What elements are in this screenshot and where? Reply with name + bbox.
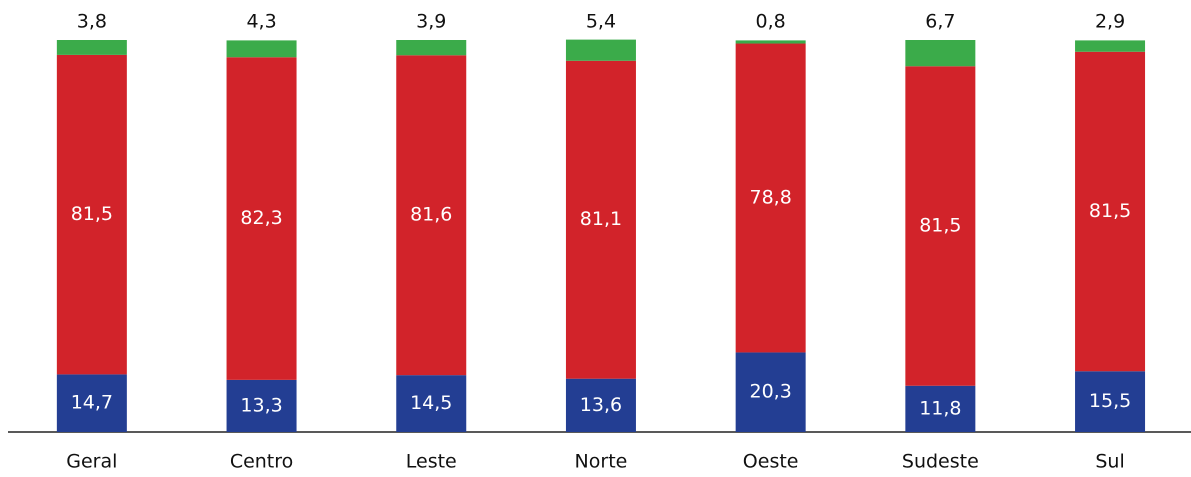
bar-segment [1075, 371, 1146, 432]
x-tick-label: Geral [66, 451, 117, 473]
bar-segment [905, 66, 976, 386]
bar-segment [396, 375, 467, 432]
bar-segment [735, 43, 806, 353]
value-label: 13,6 [580, 394, 622, 416]
value-label: 81,5 [919, 215, 961, 237]
value-label: 14,7 [71, 392, 113, 414]
value-label: 4,3 [246, 11, 276, 33]
value-label: 3,9 [416, 11, 446, 33]
value-label: 0,8 [756, 11, 786, 33]
bar-segment [565, 60, 636, 379]
x-tick-label: Norte [575, 451, 628, 473]
value-label: 13,3 [240, 394, 282, 416]
value-label: 11,8 [919, 397, 961, 419]
value-label: 82,3 [240, 207, 282, 229]
value-label: 81,1 [580, 208, 622, 230]
value-label: 78,8 [749, 186, 791, 208]
bar-segment [56, 40, 127, 55]
value-label: 5,4 [586, 11, 616, 33]
bar-segment [735, 352, 806, 432]
value-label: 15,5 [1089, 390, 1131, 412]
value-label: 2,9 [1095, 11, 1125, 33]
bar-segment [905, 40, 976, 67]
bar-segment [56, 54, 127, 375]
bar-segment [905, 385, 976, 432]
value-label: 81,6 [410, 204, 452, 226]
bar-segment [1075, 51, 1146, 372]
x-tick-label: Centro [230, 451, 293, 473]
value-label: 81,5 [71, 203, 113, 225]
bar-segment [1075, 40, 1146, 52]
value-label: 20,3 [749, 381, 791, 403]
bar-segment [565, 39, 636, 61]
bar-segment [735, 40, 806, 44]
bar-segment [226, 40, 297, 58]
bar-segment [226, 379, 297, 432]
x-tick-label: Sul [1095, 451, 1124, 473]
value-label: 6,7 [925, 11, 955, 33]
bar-segment [396, 40, 467, 56]
value-label: 81,5 [1089, 200, 1131, 222]
bar-segment [565, 378, 636, 432]
value-label: 3,8 [77, 11, 107, 33]
bar-segment [226, 57, 297, 380]
bar-segment [56, 374, 127, 432]
bar-segment [396, 55, 467, 376]
value-label: 14,5 [410, 392, 452, 414]
x-tick-label: Sudeste [902, 451, 979, 473]
x-tick-label: Leste [406, 451, 457, 473]
x-tick-label: Oeste [743, 451, 799, 473]
